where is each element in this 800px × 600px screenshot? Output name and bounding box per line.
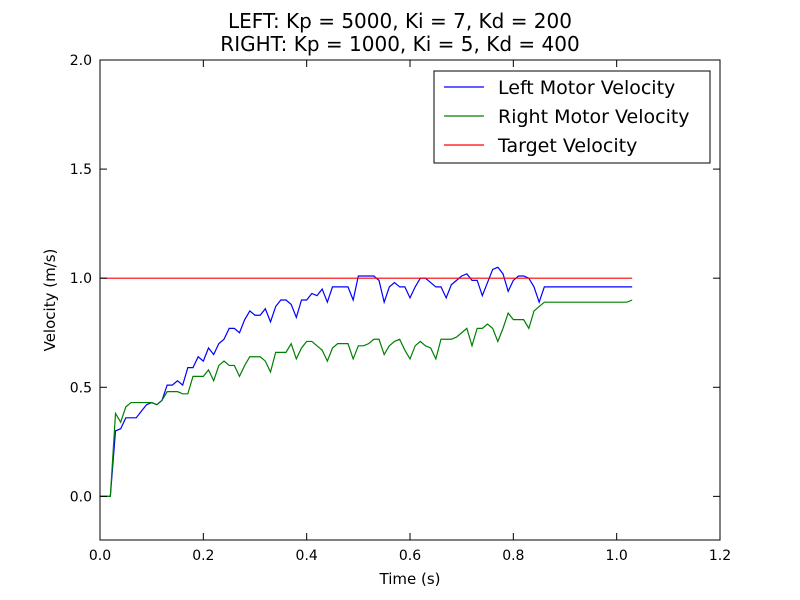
chart-subtitle: RIGHT: Kp = 1000, Ki = 5, Kd = 400: [220, 32, 579, 56]
x-tick-label: 0.2: [192, 548, 214, 564]
legend-label: Right Motor Velocity: [498, 106, 690, 128]
axes: 0.0 0.2 0.4 0.6 0.8 1.0 1.2 0.0 0.5 1.0 1.5 2.0: [70, 53, 731, 564]
series-line-right-motor-velocity: [100, 299, 633, 497]
legend: Left Motor Velocity Right Motor Velocity T…: [433, 70, 711, 164]
y-tick-label: 0.0: [70, 489, 92, 505]
series-line-left-motor-velocity: [100, 266, 633, 497]
x-tick-label: 0.4: [296, 548, 318, 564]
y-tick-label: 1.0: [70, 271, 92, 287]
plot-area: [100, 266, 633, 497]
x-tick-label: 1.0: [606, 548, 628, 564]
x-tick-label: 1.2: [709, 548, 731, 564]
legend-label: Target Velocity: [497, 135, 637, 157]
y-tick-label: 0.5: [70, 380, 92, 396]
y-tick-label: 2.0: [70, 53, 92, 69]
y-axis-label: Velocity (m/s): [41, 249, 59, 352]
chart-title: LEFT: Kp = 5000, Ki = 7, Kd = 200: [228, 9, 572, 33]
x-tick-label: 0.8: [502, 548, 524, 564]
legend-label: Left Motor Velocity: [498, 77, 675, 99]
x-axis-label: Time (s): [379, 570, 441, 588]
x-tick-label: 0.0: [89, 548, 111, 564]
y-tick-label: 1.5: [70, 162, 92, 178]
legend-box: [433, 70, 711, 164]
x-tick-label: 0.6: [399, 548, 421, 564]
